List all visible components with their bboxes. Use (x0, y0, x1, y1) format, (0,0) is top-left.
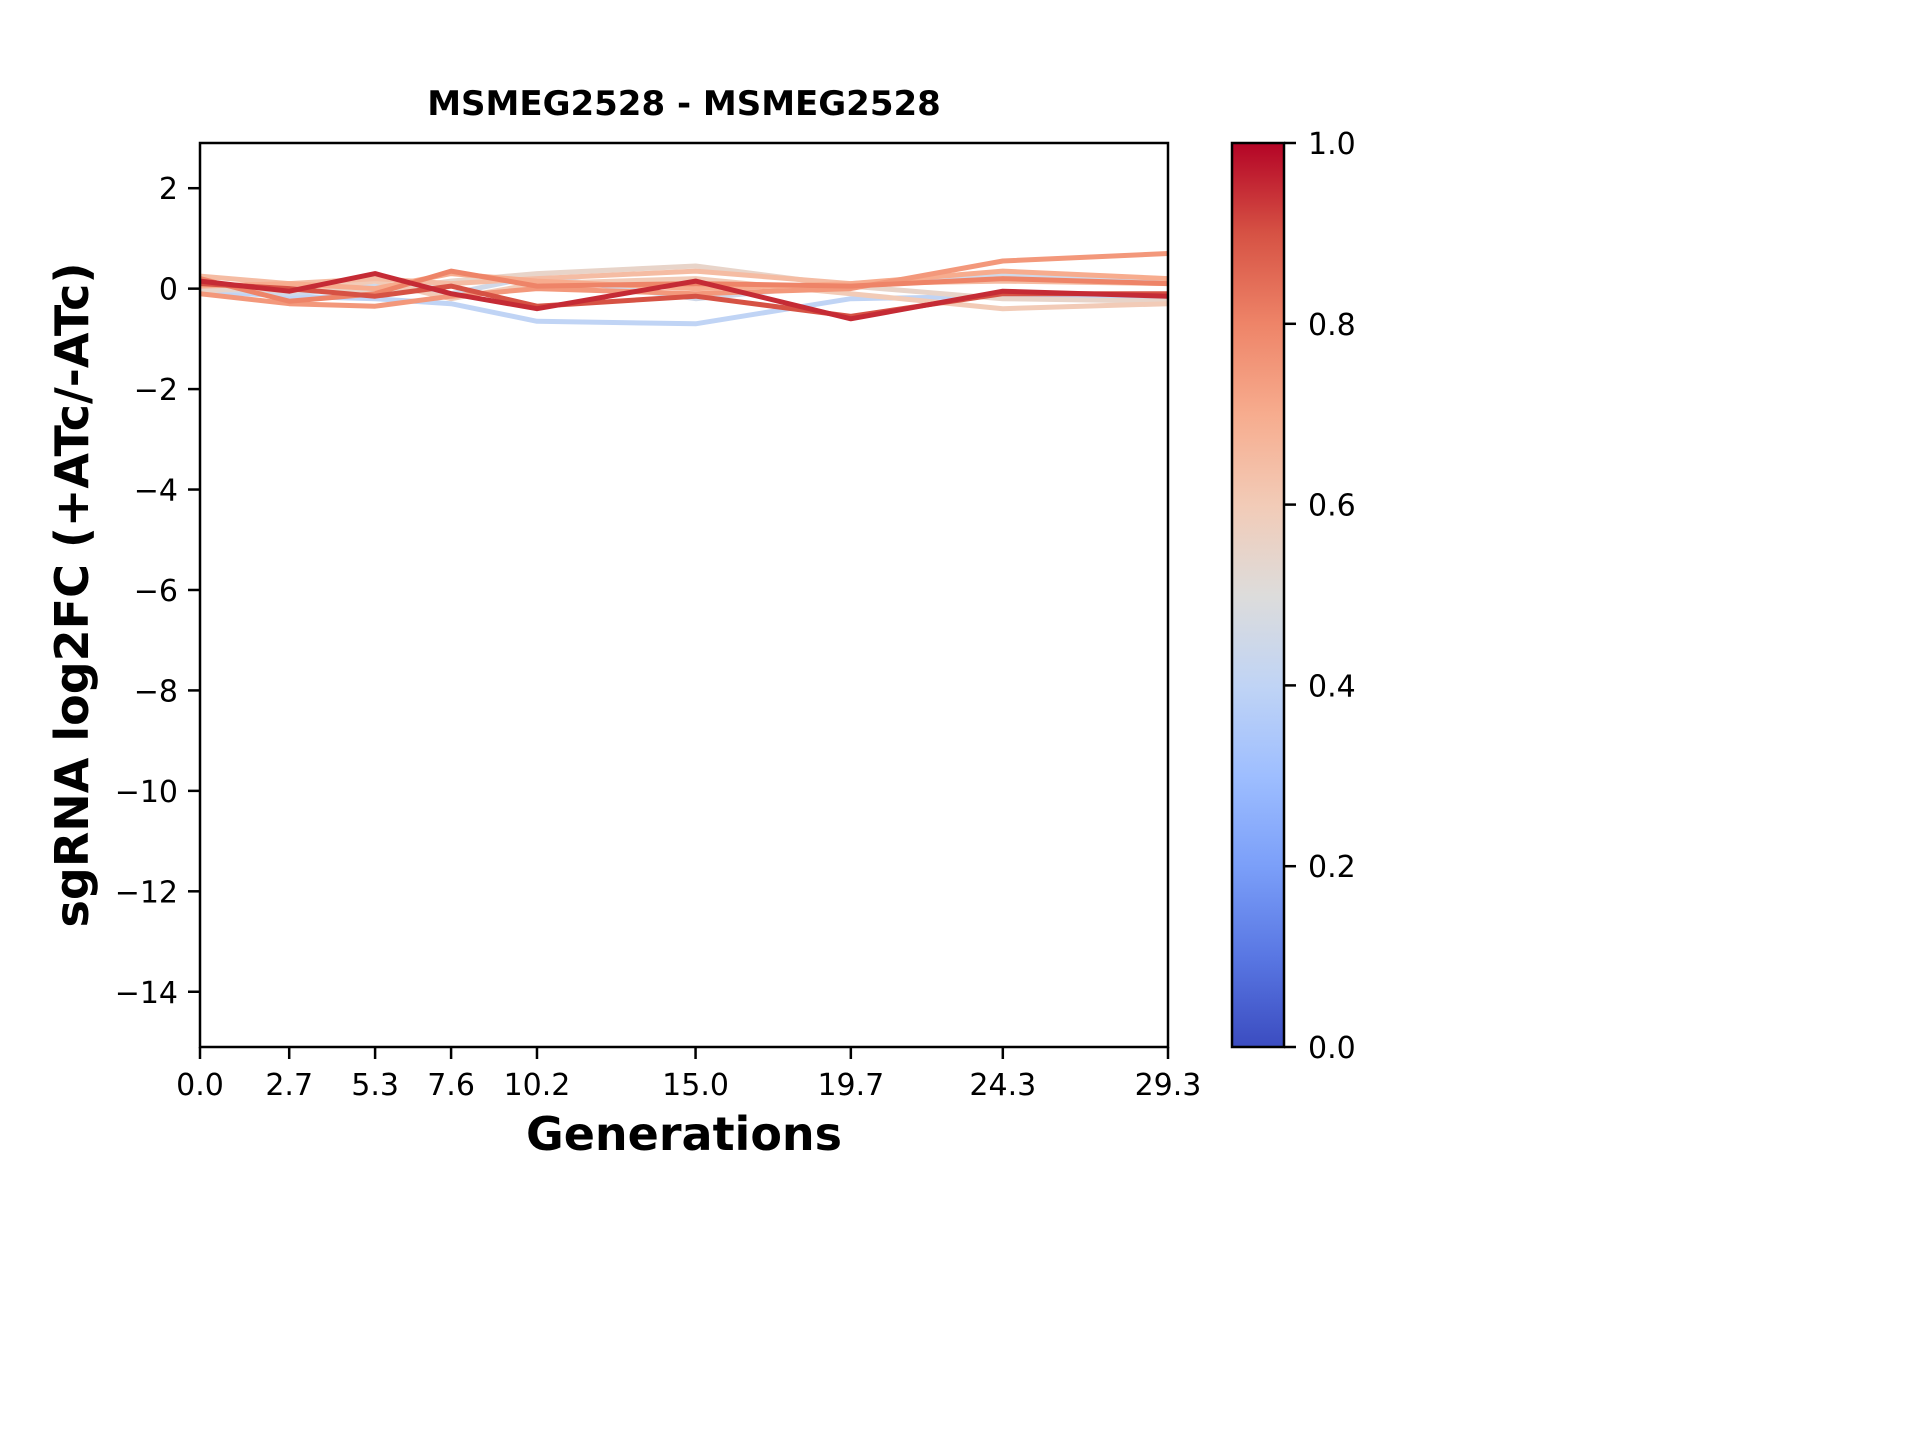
y-axis-label: sgRNA log2FC (+ATc/-ATc) (45, 263, 99, 928)
axes-box (198, 141, 1170, 1049)
x-tick-label: 19.7 (817, 1068, 884, 1103)
x-tick-label: 24.3 (969, 1068, 1036, 1103)
x-tick-label: 5.3 (351, 1068, 399, 1103)
series-lines (200, 251, 1168, 327)
axis-ticks: 0.0 2.7 5.3 7.6 10.2 15.0 19.7 24.3 29.3 2 0 −2 −4 −6… (115, 172, 1202, 1103)
y-tick-label: −4 (134, 474, 178, 509)
series-line-sgRNA_8 (200, 268, 1168, 304)
x-axis-label: Generations (526, 1107, 842, 1161)
colorbar-tick-label: 0.0 (1308, 1031, 1356, 1066)
colorbar-ticks: 1.0 0.8 0.6 0.4 0.2 0.0 (1284, 127, 1356, 1066)
series-line-sgRNA_7 (200, 251, 1168, 309)
colorbar (1230, 141, 1286, 1049)
y-tick-label: −12 (115, 875, 178, 910)
x-tick-label: 2.7 (265, 1068, 313, 1103)
y-tick-label: 2 (159, 172, 178, 207)
y-tick-label: −10 (115, 775, 178, 810)
y-tick-label: −2 (134, 373, 178, 408)
series-line-sgRNA_10 (200, 271, 1168, 322)
x-tick-label: 15.0 (662, 1068, 729, 1103)
y-tick-label: 0 (159, 273, 178, 308)
x-tick-label: 29.3 (1135, 1068, 1202, 1103)
x-tick-label: 7.6 (427, 1068, 475, 1103)
colorbar-tick-label: 0.4 (1308, 669, 1356, 704)
y-tick-label: −8 (134, 674, 178, 709)
y-tick-label: −14 (115, 976, 178, 1011)
colorbar-tick-label: 1.0 (1308, 127, 1356, 162)
y-tick-label: −6 (134, 574, 178, 609)
x-tick-label: 0.0 (176, 1068, 224, 1103)
colorbar-tick-label: 0.8 (1308, 308, 1356, 343)
colorbar-tick-label: 0.2 (1308, 850, 1356, 885)
x-tick-label: 10.2 (504, 1068, 571, 1103)
chart-title: MSMEG2528 - MSMEG2528 (427, 84, 941, 124)
colorbar-tick-label: 0.6 (1308, 489, 1356, 524)
